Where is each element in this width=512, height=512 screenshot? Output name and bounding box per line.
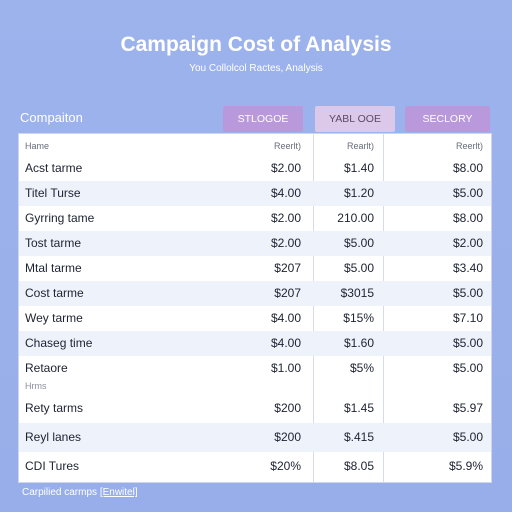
row-cost-1: $1.00 (270, 361, 301, 375)
footer-link[interactable]: [Enwitel] (99, 487, 138, 498)
table-row[interactable]: Wey tarme $4.00 $15% $7.10 (19, 306, 491, 331)
row-cost-2: $8.05 (343, 459, 374, 473)
row-cost-3: $5.00 (452, 286, 483, 300)
row-cost-2: $5.00 (343, 236, 374, 250)
footer: Carpilied carmps [Enwitel] (22, 487, 138, 498)
table-row[interactable]: Chaseg time $4.00 $1.60 $5.00 (19, 331, 491, 356)
row-cost-1: $207 (274, 286, 301, 300)
row-cost-3: $5.00 (452, 186, 483, 200)
tab-yabl-ooe[interactable]: YABL OOE (315, 106, 395, 132)
table-row[interactable]: Rety tarms $200 $1.45 $5.97 (19, 394, 491, 423)
row-cost-2: $5.00 (343, 261, 374, 275)
cost-table: Hame Reerlt) Rearlt) Reerlt) Acst tarme $… (18, 133, 492, 483)
row-cost-3: $5.00 (452, 336, 483, 350)
group-label: Hrms (25, 381, 47, 391)
row-cost-1: $207 (274, 261, 301, 275)
header-col-2: Rearlt) (346, 141, 374, 151)
row-name: Mtal tarme (25, 261, 82, 275)
column-divider (383, 134, 384, 482)
row-cost-1: $2.00 (270, 236, 301, 250)
table-row[interactable]: Retaore $1.00 $5% $5.00 (19, 356, 491, 381)
row-cost-2: $1.20 (343, 186, 374, 200)
row-name: Rety tarms (25, 401, 84, 415)
header-col-1: Reerlt) (273, 141, 301, 151)
row-cost-3: $2.00 (452, 236, 483, 250)
row-cost-2: $1.60 (343, 336, 374, 350)
page-title: Campaign Cost of Analysis (120, 33, 392, 56)
table-row[interactable]: Acst tarme $2.00 $1.40 $8.00 (19, 156, 491, 181)
row-name: Titel Turse (25, 186, 81, 200)
table-row[interactable]: Tost tarme $2.00 $5.00 $2.00 (19, 231, 491, 256)
row-cost-2: $5% (349, 361, 374, 375)
row-cost-3: $5.97 (452, 401, 483, 415)
row-cost-3: $5.9% (448, 459, 483, 473)
row-cost-2: $15% (343, 311, 374, 325)
row-cost-2: $3015 (340, 286, 374, 300)
page-subtitle: You Collolcol Ractes, Analysis (189, 63, 323, 74)
section-label: Compaiton (20, 110, 83, 125)
row-cost-3: $5.00 (452, 361, 483, 375)
row-cost-3: $3.40 (452, 261, 483, 275)
column-divider (313, 134, 314, 482)
row-cost-1: $200 (274, 401, 301, 415)
row-cost-1: $200 (274, 430, 301, 444)
row-name: Gyrring tame (25, 211, 95, 225)
row-cost-2: $.415 (343, 430, 374, 444)
row-cost-2: $1.45 (343, 401, 374, 415)
row-cost-3: $5.00 (452, 430, 483, 444)
table-row[interactable]: Titel Turse $4.00 $1.20 $5.00 (19, 181, 491, 206)
row-cost-1: $4.00 (270, 336, 301, 350)
row-name: Retaore (25, 361, 68, 375)
table-row[interactable]: Cost tarme $207 $3015 $5.00 (19, 281, 491, 306)
row-name: CDI Tures (25, 459, 80, 473)
row-cost-1: $2.00 (270, 161, 301, 175)
row-cost-1: $4.00 (270, 311, 301, 325)
tab-seclory[interactable]: SECLORY (405, 106, 490, 132)
row-cost-1: $2.00 (270, 211, 301, 225)
footer-text: Carpilied carmps (22, 487, 98, 498)
table-row[interactable]: Mtal tarme $207 $5.00 $3.40 (19, 256, 491, 281)
row-cost-2: $1.40 (343, 161, 374, 175)
row-cost-3: $8.00 (452, 161, 483, 175)
row-cost-1: $4.00 (270, 186, 301, 200)
row-name: Acst tarme (25, 161, 83, 175)
row-cost-1: $20% (270, 459, 301, 473)
row-name: Chaseg time (25, 336, 93, 350)
row-name: Reyl lanes (25, 430, 82, 444)
row-cost-3: $7.10 (452, 311, 483, 325)
table-row[interactable]: Reyl lanes $200 $.415 $5.00 (19, 423, 491, 452)
tab-stlogoe[interactable]: STLOGOE (223, 106, 303, 132)
row-name: Wey tarme (25, 311, 83, 325)
header-name: Hame (25, 141, 50, 151)
table-row[interactable]: CDI Tures $20% $8.05 $5.9% (19, 452, 491, 481)
table-row[interactable]: Gyrring tame $2.00 210.00 $8.00 (19, 206, 491, 231)
row-name: Cost tarme (25, 286, 84, 300)
header-col-3: Reerlt) (455, 141, 483, 151)
row-cost-2: 210.00 (337, 211, 374, 225)
row-name: Tost tarme (25, 236, 82, 250)
row-cost-3: $8.00 (452, 211, 483, 225)
